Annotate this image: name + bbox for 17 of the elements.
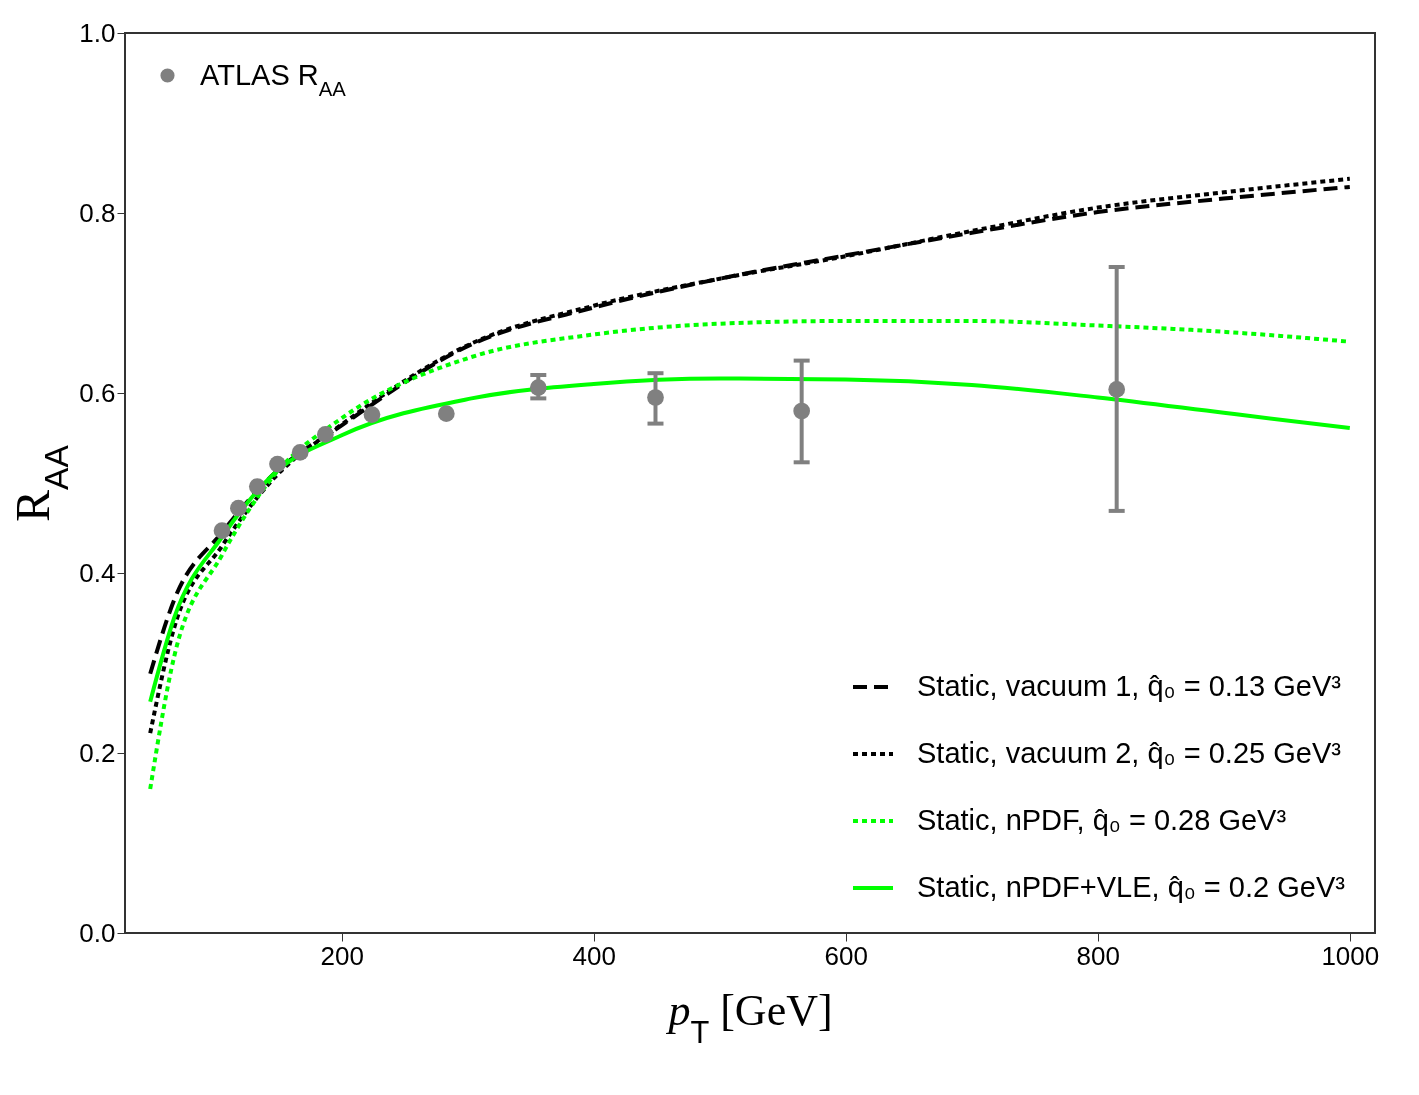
x-tick-label: 800 [1076, 940, 1120, 971]
legend-label: Static, vacuum 2, q̂₀ = 0.25 GeV³ [917, 737, 1342, 769]
y-tick-label: 1.0 [79, 17, 116, 48]
legend-label: Static, nPDF, q̂₀ = 0.28 GeV³ [917, 804, 1287, 836]
legend-label: Static, vacuum 1, q̂₀ = 0.13 GeV³ [917, 670, 1342, 702]
x-tick-label: 400 [572, 940, 616, 971]
y-tick-label: 0.0 [79, 917, 116, 948]
x-tick-label: 200 [320, 940, 364, 971]
legend-label: ATLAS R$_{AA}$ [200, 58, 347, 100]
y-tick-label: 0.8 [79, 197, 116, 228]
y-tick-label: 0.6 [79, 377, 116, 408]
legend-label: Static, nPDF+VLE, q̂₀ = 0.2 GeV³ [917, 871, 1346, 903]
y-tick-label: 0.2 [79, 737, 116, 768]
x-tick-label: 600 [824, 940, 868, 971]
x-axis-title: p$_{T}$ [GeV] [665, 985, 833, 1049]
y-tick-label: 0.4 [79, 557, 116, 588]
x-tick-label: 1000 [1321, 940, 1380, 971]
